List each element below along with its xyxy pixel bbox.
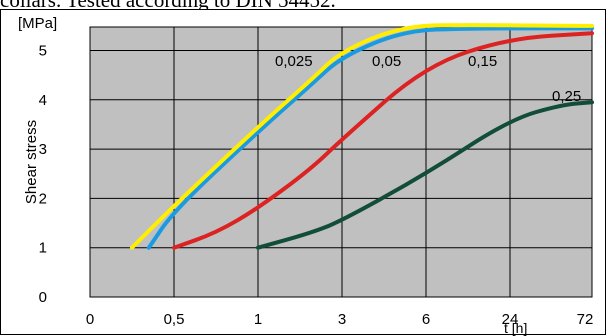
x-tick-label: 72 [577, 311, 594, 328]
x-tick-labels: 0 0,5 1 3 6 24 72 [86, 311, 594, 328]
series-label: 0,05 [372, 53, 401, 70]
y-tick-label: 5 [39, 43, 47, 60]
x-tick-label: 24 [502, 311, 519, 328]
x-unit-label: t [h] [504, 320, 527, 336]
series-line-0-15 [172, 31, 594, 250]
y-tick-label: 3 [39, 141, 47, 158]
y-tick-label: 2 [39, 190, 47, 207]
y-tick-label: 0 [39, 289, 47, 306]
series-labels: 0,025 0,05 0,15 0,25 [275, 53, 581, 105]
y-axis-label: Shear stress [23, 120, 40, 204]
series-label: 0,025 [275, 53, 313, 70]
series-line-0-025 [130, 23, 594, 250]
series-line-0-05 [146, 26, 594, 250]
x-tick-label: 1 [254, 311, 262, 328]
y-tick-label: 1 [39, 240, 47, 257]
series-label: 0,25 [552, 88, 581, 105]
series-lines [130, 23, 594, 250]
plot-area [89, 26, 593, 298]
x-tick-label: 6 [422, 311, 430, 328]
series-line-0-25 [256, 100, 594, 250]
y-tick-label: 4 [39, 92, 47, 109]
y-tick-labels: 0 1 2 3 4 5 [39, 43, 47, 307]
x-tick-label: 0,5 [164, 311, 185, 328]
y-unit-label: [MPa] [18, 15, 57, 32]
series-label: 0,15 [468, 53, 497, 70]
x-tick-label: 0 [86, 311, 94, 328]
x-tick-label: 3 [338, 311, 346, 328]
